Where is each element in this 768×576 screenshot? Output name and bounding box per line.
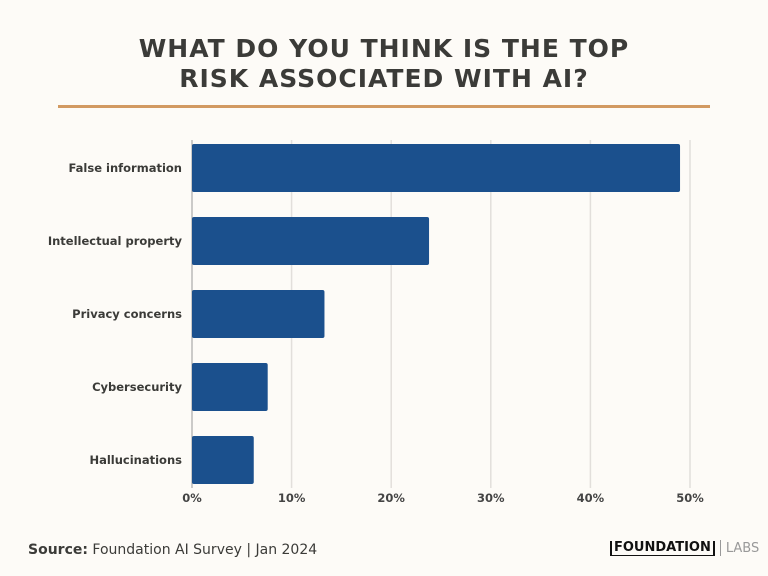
logo-sub: LABS	[725, 540, 760, 556]
x-tick-label: 50%	[676, 491, 704, 505]
bar	[192, 290, 325, 338]
category-label: Intellectual property	[48, 234, 183, 248]
category-label: Hallucinations	[89, 453, 182, 467]
x-tick-label: 0%	[182, 491, 202, 505]
chart-title: WHAT DO YOU THINK IS THE TOP RISK ASSOCI…	[0, 34, 768, 94]
logo-separator	[719, 540, 721, 556]
category-label: Cybersecurity	[92, 380, 182, 394]
category-label: False information	[68, 161, 182, 175]
source-text: Foundation AI Survey | Jan 2024	[87, 542, 318, 558]
logo-main: FOUNDATION	[610, 540, 715, 556]
bar	[192, 436, 254, 484]
x-tick-label: 20%	[377, 491, 405, 505]
x-tick-label: 30%	[477, 491, 505, 505]
x-tick-label: 10%	[278, 491, 306, 505]
title-divider	[58, 105, 710, 108]
title-line-2: RISK ASSOCIATED WITH AI?	[179, 64, 589, 93]
bar	[192, 363, 268, 411]
title-line-1: WHAT DO YOU THINK IS THE TOP	[138, 34, 630, 63]
bar	[192, 217, 430, 265]
source-note: Source: Foundation AI Survey | Jan 2024	[28, 542, 317, 558]
bar	[192, 144, 681, 192]
category-label: Privacy concerns	[72, 307, 182, 321]
foundation-labs-logo: FOUNDATION LABS	[610, 540, 759, 556]
x-tick-label: 40%	[577, 491, 605, 505]
source-label: Source:	[28, 542, 88, 558]
